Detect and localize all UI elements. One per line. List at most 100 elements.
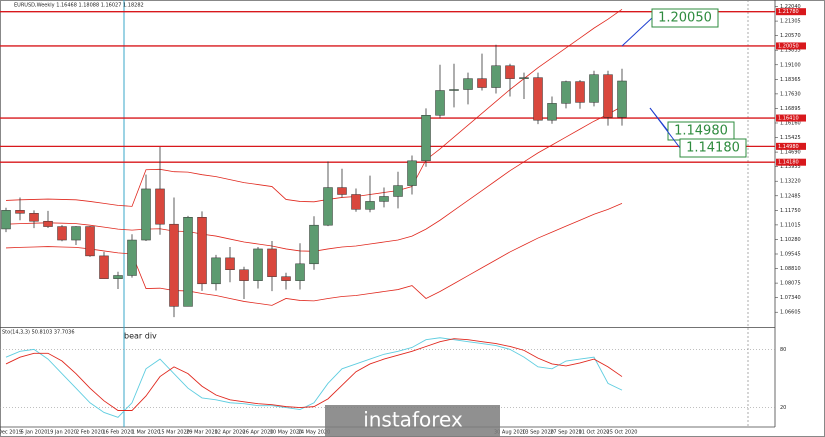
x-tick-label: 25 Oct 2020 bbox=[607, 430, 638, 436]
x-tick-label: 12 Apr 2020 bbox=[215, 430, 246, 436]
candle-body bbox=[169, 223, 179, 307]
x-tick-label: 29 Mar 2020 bbox=[186, 430, 218, 436]
candle-body bbox=[15, 210, 25, 214]
candle-body bbox=[533, 77, 543, 121]
candle-body bbox=[351, 194, 361, 210]
level-tag bbox=[776, 114, 806, 122]
watermark: instaforex bbox=[325, 405, 500, 437]
y-tick-label: 1.16160 bbox=[780, 120, 801, 126]
y-tick-label: 1.17630 bbox=[780, 91, 801, 97]
candle-body bbox=[29, 213, 39, 222]
x-tick-label: 24 May 2020 bbox=[298, 430, 331, 436]
y-tick-label: 1.20570 bbox=[780, 33, 801, 39]
level-tag bbox=[776, 42, 806, 50]
x-tick-label: 27 Sep 2020 bbox=[550, 430, 582, 436]
x-tick-label: 16 Feb 2020 bbox=[102, 430, 133, 436]
watermark-box bbox=[325, 405, 500, 437]
indicator-title: Sto(14,3,3) 50.8103 37.7036 bbox=[2, 330, 75, 336]
annotation-box bbox=[651, 8, 719, 28]
y-tick-label: 1.11750 bbox=[780, 208, 801, 214]
oscillator-line bbox=[5, 338, 623, 411]
candle-body bbox=[365, 201, 375, 210]
y-tick-label: 1.08810 bbox=[780, 266, 801, 272]
x-tick-label: 26 Apr 2020 bbox=[243, 430, 274, 436]
x-tick-label: 5 Jan 2020 bbox=[21, 430, 48, 436]
oscillator-line bbox=[5, 337, 623, 418]
y-tick-label: 1.14690 bbox=[780, 150, 801, 156]
candle-body bbox=[43, 220, 53, 227]
level-tag bbox=[776, 158, 806, 166]
chart-title: EURUSD,Weekly 1.16468 1.18088 1.16027 1.… bbox=[14, 3, 144, 9]
candle-body bbox=[141, 188, 151, 241]
candle-body bbox=[379, 196, 389, 202]
candle-body bbox=[575, 81, 585, 103]
candle-body bbox=[225, 257, 235, 270]
candle-body bbox=[113, 275, 123, 279]
y-tick-label: 1.19835 bbox=[780, 48, 801, 54]
level-tag-label: 1.20050 bbox=[778, 43, 799, 49]
x-tick-label: 30 Aug 2020 bbox=[494, 430, 526, 436]
y-tick-label: 1.12485 bbox=[780, 193, 801, 199]
level-tag-label: 1.16410 bbox=[778, 116, 799, 122]
watermark-text: instaforex bbox=[363, 408, 463, 432]
x-tick-label: 1 Mar 2020 bbox=[132, 430, 161, 436]
band-lower bbox=[5, 203, 623, 306]
x-tick-label: 22 Dec 2019 bbox=[0, 430, 22, 436]
y-tick-label: 1.21305 bbox=[780, 19, 801, 25]
annotation-label: 1.20050 bbox=[658, 11, 712, 26]
candle-body bbox=[155, 188, 165, 225]
price-panel: 1.06605 1.07340 1.08075 1.08810 1.09545 1.102… bbox=[0, 4, 806, 436]
y-tick-label: 1.07340 bbox=[780, 295, 801, 301]
y-tick-label: 1.08075 bbox=[780, 281, 801, 287]
y-tick-label: 80 bbox=[780, 347, 786, 353]
y-tick-label: 1.09545 bbox=[780, 251, 801, 257]
candle-body bbox=[603, 74, 613, 118]
candle-body bbox=[617, 80, 627, 118]
y-tick-label: 1.13220 bbox=[780, 179, 801, 185]
level-tag bbox=[776, 142, 806, 150]
candle-body bbox=[421, 115, 431, 162]
candle-body bbox=[127, 239, 137, 276]
y-tick-label: 1.19100 bbox=[780, 62, 801, 68]
y-tick-label: 1.22040 bbox=[780, 4, 801, 10]
x-tick-label: 2 Feb 2020 bbox=[76, 430, 104, 436]
candle-body bbox=[505, 65, 515, 79]
candle-body bbox=[435, 90, 445, 116]
candle-body bbox=[589, 74, 599, 103]
annotation-arrow bbox=[649, 107, 681, 149]
level-tag bbox=[776, 8, 806, 16]
candle-body bbox=[309, 224, 319, 265]
candle-body bbox=[239, 269, 249, 281]
x-tick-label: 13 Sep 2020 bbox=[522, 430, 554, 436]
y-tick-label: 1.18365 bbox=[780, 77, 801, 83]
x-tick-label: 19 Jan 2020 bbox=[47, 430, 77, 436]
candle-body bbox=[57, 226, 67, 241]
band-upper bbox=[5, 8, 623, 207]
x-tick-label: 10 May 2020 bbox=[270, 430, 303, 436]
candle-body bbox=[253, 248, 263, 281]
annotation: bear div bbox=[124, 332, 157, 341]
level-tag-label: 1.14980 bbox=[778, 144, 799, 150]
candle-body bbox=[477, 78, 487, 88]
y-tick-label: 1.06605 bbox=[780, 310, 801, 316]
y-tick-label: 1.16895 bbox=[780, 106, 801, 112]
y-tick-label: 1.11015 bbox=[780, 222, 801, 228]
candle-body bbox=[449, 89, 459, 91]
x-tick-label: 11 Oct 2020 bbox=[579, 430, 610, 436]
candle-body bbox=[491, 65, 501, 88]
candle-body bbox=[197, 217, 207, 285]
candle-body bbox=[295, 263, 305, 281]
candle-body bbox=[211, 257, 221, 285]
y-tick-label: 1.13955 bbox=[780, 164, 801, 170]
candle-body bbox=[547, 103, 557, 121]
y-tick-label: 1.10280 bbox=[780, 237, 801, 243]
y-tick-label: 1.15425 bbox=[780, 135, 801, 141]
x-tick-label: 15 Mar 2020 bbox=[158, 430, 190, 436]
candle-body bbox=[183, 217, 193, 307]
candle-body bbox=[393, 185, 403, 197]
annotation-arrow bbox=[621, 17, 653, 47]
candle-body bbox=[519, 77, 529, 79]
annotation-label: 1.14980 bbox=[674, 124, 728, 139]
